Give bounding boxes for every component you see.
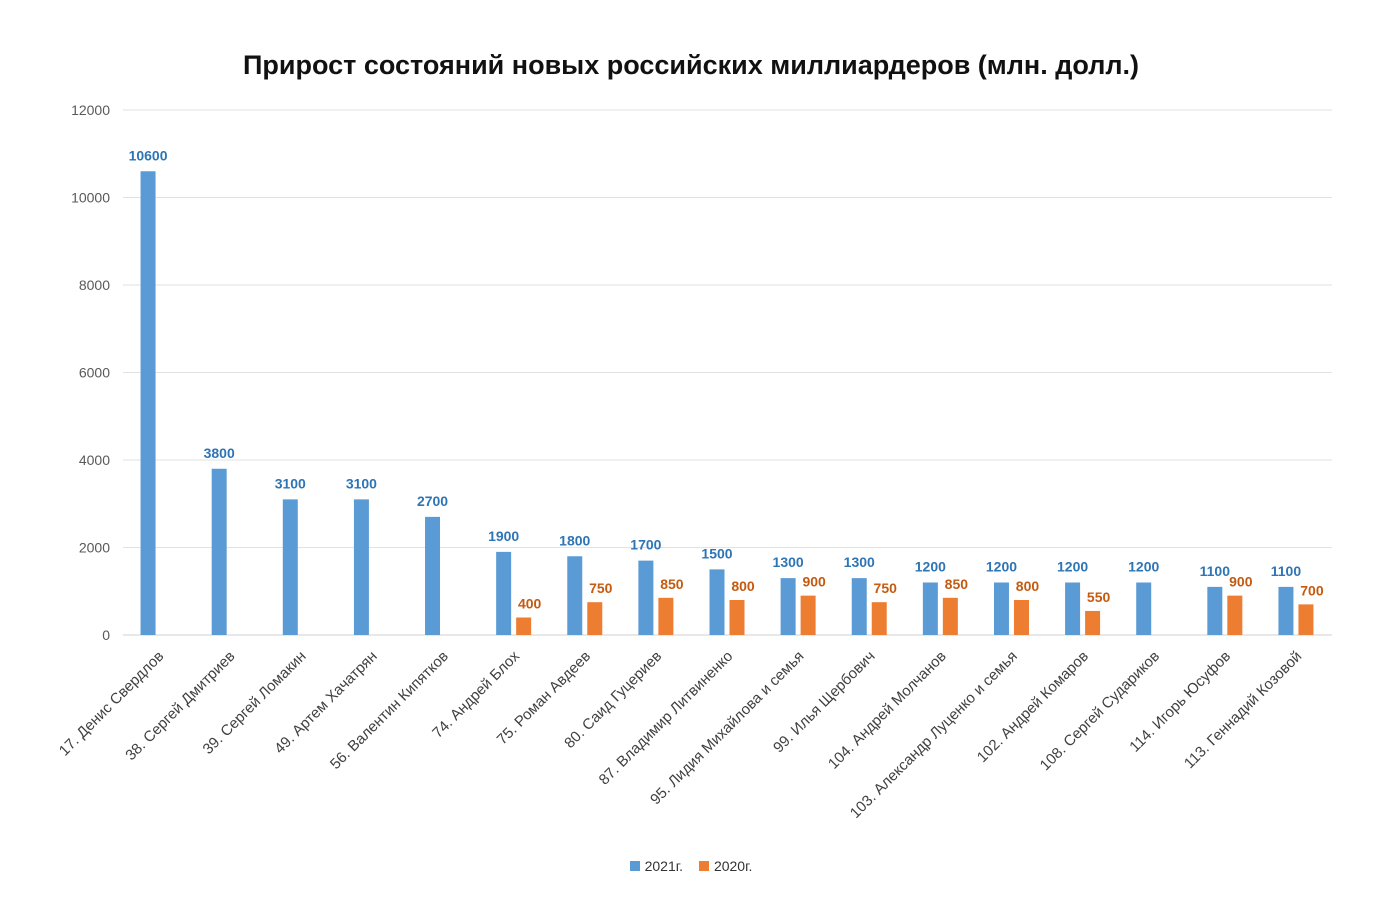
data-label-2021: 1100 xyxy=(1200,563,1231,579)
x-category-label: 113. Геннадий Козовой xyxy=(1181,648,1305,772)
data-label-2020: 850 xyxy=(660,576,684,592)
bar-2021 xyxy=(425,516,441,635)
data-label-2020: 700 xyxy=(1300,582,1324,598)
bar-2021 xyxy=(353,499,369,635)
bar-2020 xyxy=(1298,604,1314,635)
x-category-label: 108. Сергей Судариков xyxy=(1037,648,1163,774)
bar-2021 xyxy=(567,556,583,635)
data-label-2020: 750 xyxy=(874,580,898,596)
bar-2021 xyxy=(1136,582,1152,635)
bar-2021 xyxy=(282,499,298,635)
bar-2021 xyxy=(851,578,867,635)
legend-label-2020: 2020г. xyxy=(713,858,753,874)
data-label-2021: 3100 xyxy=(346,475,377,491)
data-label-2020: 850 xyxy=(945,576,969,592)
bar-2020 xyxy=(729,600,745,635)
bar-2020 xyxy=(871,602,887,635)
data-label-2020: 800 xyxy=(1016,578,1040,594)
data-label-2021: 1700 xyxy=(630,537,661,553)
bar-2020 xyxy=(800,595,816,635)
data-label-2021: 1200 xyxy=(1128,559,1159,575)
bar-2021 xyxy=(709,569,725,635)
legend-item-2021: 2021г. xyxy=(629,858,684,874)
data-label-2020: 400 xyxy=(518,596,542,612)
chart-legend: 2021г. 2020г. xyxy=(0,858,1382,874)
bar-2021 xyxy=(922,582,938,635)
data-label-2021: 2700 xyxy=(417,493,448,509)
data-label-2021: 1200 xyxy=(915,559,946,575)
data-label-2021: 10600 xyxy=(129,147,168,163)
data-label-2021: 1800 xyxy=(559,532,590,548)
data-label-2021: 1500 xyxy=(701,545,732,561)
bar-2020 xyxy=(658,597,674,635)
y-tick-label: 6000 xyxy=(79,365,110,381)
bar-2020 xyxy=(516,617,532,635)
bar-2021 xyxy=(1278,586,1294,635)
y-tick-label: 2000 xyxy=(79,540,110,556)
x-category-label: 104. Андрей Молчанов xyxy=(825,648,950,773)
bar-2020 xyxy=(1227,595,1243,635)
data-label-2020: 800 xyxy=(731,578,755,594)
bar-2020 xyxy=(942,597,958,635)
bar-2021 xyxy=(211,468,227,635)
data-label-2020: 900 xyxy=(1229,574,1253,590)
x-category-label: 95. Лидия Михайлова и семья xyxy=(647,648,807,808)
legend-label-2021: 2021г. xyxy=(644,858,684,874)
bar-2021 xyxy=(638,560,654,635)
data-label-2021: 1900 xyxy=(488,528,519,544)
data-label-2020: 900 xyxy=(802,574,826,590)
bar-2021 xyxy=(1065,582,1081,635)
data-label-2020: 550 xyxy=(1087,589,1111,605)
y-tick-label: 0 xyxy=(102,627,110,643)
bar-2021 xyxy=(780,578,796,635)
bar-2021 xyxy=(496,551,512,635)
data-label-2021: 1200 xyxy=(986,559,1017,575)
legend-item-2020: 2020г. xyxy=(698,858,753,874)
bar-2020 xyxy=(1085,610,1101,635)
data-label-2021: 1200 xyxy=(1057,559,1088,575)
chart-title: Прирост состояний новых российских милли… xyxy=(242,50,1139,80)
data-label-2020: 750 xyxy=(589,580,613,596)
data-label-2021: 1300 xyxy=(844,554,875,570)
data-label-2021: 1100 xyxy=(1271,563,1302,579)
bar-2020 xyxy=(587,602,603,635)
x-category-label: 56. Валентин Кипятков xyxy=(327,648,452,773)
bar-2020 xyxy=(1013,600,1029,635)
data-label-2021: 1300 xyxy=(773,554,804,570)
y-tick-label: 12000 xyxy=(71,102,110,118)
x-category-label: 87. Владимир Литвиненко xyxy=(596,648,737,789)
data-label-2021: 3100 xyxy=(275,475,306,491)
data-label-2021: 3800 xyxy=(204,445,235,461)
bar-2021 xyxy=(1207,586,1223,635)
y-tick-label: 4000 xyxy=(79,452,110,468)
bar-2021 xyxy=(993,582,1009,635)
legend-swatch-2020 xyxy=(698,861,709,871)
bar-2021 xyxy=(140,171,156,635)
y-tick-label: 8000 xyxy=(79,277,110,293)
y-tick-label: 10000 xyxy=(71,190,110,206)
legend-swatch-2021 xyxy=(629,861,640,871)
